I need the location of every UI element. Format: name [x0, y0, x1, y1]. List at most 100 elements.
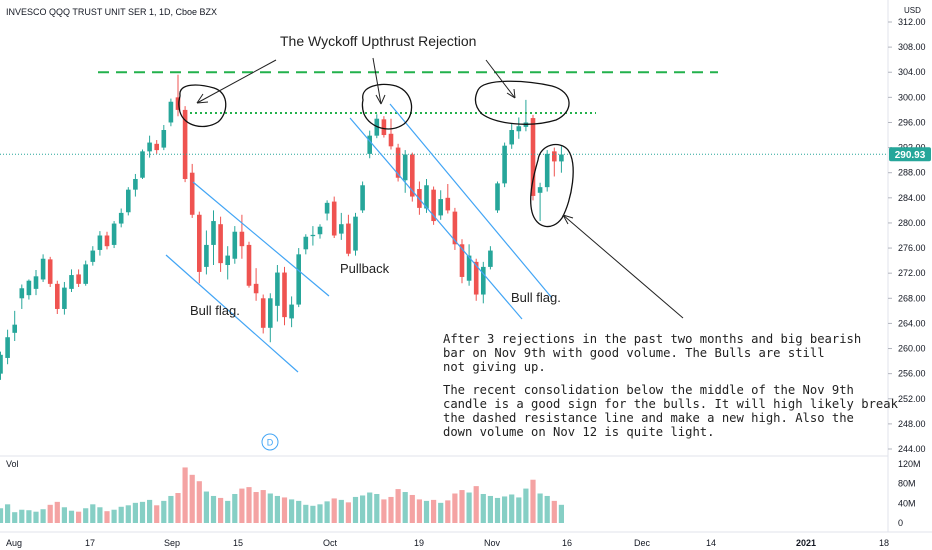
- time-tick-label: 15: [233, 538, 243, 548]
- time-tick-label: 17: [85, 538, 95, 548]
- candle-body: [289, 304, 294, 319]
- candle-body: [97, 235, 103, 250]
- candle-body: [47, 259, 53, 284]
- candle-body: [154, 143, 159, 151]
- time-tick-label: 18: [879, 538, 889, 548]
- candle-body: [395, 147, 401, 178]
- candle-body: [353, 216, 358, 251]
- candle-body: [76, 274, 81, 284]
- candle-body: [424, 185, 429, 209]
- dividend-marker-label: D: [267, 438, 274, 448]
- volume-bar: [260, 490, 266, 523]
- volume-bar: [147, 499, 153, 523]
- candle-body: [69, 275, 74, 289]
- candle-body: [118, 212, 124, 224]
- price-tick-label: 252.00: [898, 394, 926, 404]
- price-tick-label: 296.00: [898, 117, 926, 127]
- time-tick-label: Aug: [6, 538, 22, 548]
- volume-bar: [509, 494, 515, 523]
- volume-bar: [12, 512, 18, 523]
- volume-bar: [54, 501, 60, 523]
- arrow-to-nov-top-head: [506, 88, 516, 99]
- volume-bar: [459, 490, 465, 523]
- volume-bar: [281, 497, 288, 523]
- volume-bar: [445, 500, 451, 523]
- candle-body: [204, 244, 209, 267]
- volume-bar: [232, 493, 238, 523]
- candle-body: [268, 298, 273, 328]
- volume-bars: [0, 467, 564, 523]
- price-tick-label: 268.00: [898, 293, 926, 303]
- volume-bar: [537, 493, 543, 523]
- volume-bar: [423, 500, 430, 523]
- volume-bar: [558, 504, 564, 523]
- price-tick-label: 280.00: [898, 218, 926, 228]
- volume-bar: [90, 504, 96, 523]
- price-tick-label: 260.00: [898, 344, 926, 354]
- volume-bar: [431, 499, 437, 523]
- volume-bar: [47, 504, 53, 523]
- time-tick-label: 16: [562, 538, 572, 548]
- time-tick-label: Oct: [323, 538, 338, 548]
- candle-body: [410, 154, 415, 197]
- arrow-to-oct-top: [372, 57, 382, 105]
- price-tick-label: 312.00: [898, 17, 926, 27]
- candle-body: [232, 231, 238, 259]
- last-price-value: 290.93: [895, 150, 926, 161]
- time-tick-label: 19: [414, 538, 424, 548]
- volume-bar: [416, 499, 422, 523]
- volume-bar: [83, 508, 89, 523]
- volume-bar: [480, 493, 486, 523]
- candle-body: [275, 272, 280, 306]
- candle-body: [516, 126, 522, 132]
- volume-bar: [111, 509, 117, 523]
- candle-body: [488, 250, 493, 267]
- price-tick-label: 256.00: [898, 369, 926, 379]
- candle-body: [481, 266, 486, 295]
- volume-bar: [5, 504, 11, 523]
- volume-bar: [487, 495, 493, 523]
- volume-axis[interactable]: 120M 80M 40M 0: [898, 459, 921, 528]
- time-tick-label: 14: [706, 538, 716, 548]
- note-line: not giving up.: [443, 360, 546, 374]
- price-tick-label: 276.00: [898, 243, 926, 253]
- candle-body: [62, 287, 67, 309]
- candle-body: [296, 254, 301, 305]
- candle-body: [175, 97, 181, 110]
- candle-body: [90, 250, 96, 262]
- candle-body: [530, 118, 536, 196]
- volume-bar: [267, 493, 273, 523]
- price-tick-label: 304.00: [898, 67, 926, 77]
- candle-body: [104, 235, 110, 247]
- currency-label: USD: [904, 6, 921, 15]
- symbol-title: INVESCO QQQ TRUST UNIT SER 1, 1D, Cboe B…: [6, 7, 217, 17]
- volume-bar: [26, 510, 32, 523]
- volume-tick-label: 80M: [898, 479, 916, 489]
- candle-body: [218, 224, 223, 264]
- time-axis[interactable]: Aug 17 Sep 15 Oct 19 Nov 16 Dec 14 2021 18: [6, 538, 889, 548]
- channel-1-upper: [192, 181, 330, 297]
- circle-nov-top: [474, 80, 570, 125]
- volume-bar: [239, 488, 245, 523]
- price-tick-label: 248.00: [898, 419, 926, 429]
- candle-body: [339, 224, 344, 234]
- dividend-marker[interactable]: D: [261, 433, 279, 451]
- candle-body: [246, 244, 252, 286]
- candle-body: [161, 130, 167, 148]
- volume-bar: [104, 511, 110, 523]
- candle-body: [438, 199, 443, 216]
- candle-body: [197, 214, 202, 272]
- volume-bar: [530, 479, 536, 523]
- candle-body: [182, 109, 188, 179]
- volume-bar: [68, 510, 75, 523]
- note-line: the dashed resistance line and make a ne…: [443, 411, 854, 425]
- note-line: bar on Nov 9th with good volume. The Bul…: [443, 346, 825, 360]
- volume-bar: [189, 474, 195, 523]
- candle-body: [12, 324, 17, 333]
- annotation-arrows: [196, 57, 684, 319]
- candle-body: [544, 153, 550, 188]
- volume-bar: [33, 511, 39, 523]
- volume-bar: [246, 487, 252, 523]
